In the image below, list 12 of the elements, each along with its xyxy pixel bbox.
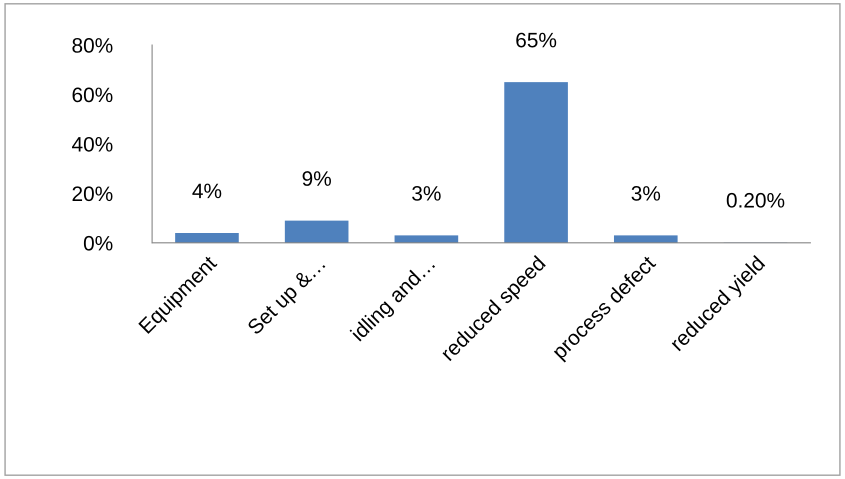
y-tick-label: 80% — [72, 38, 112, 53]
x-tick-label: Set up &… — [246, 256, 328, 338]
data-label: 4% — [192, 184, 222, 198]
data-label: 65% — [516, 32, 556, 48]
data-label: 9% — [302, 171, 331, 186]
y-tick-label: 0% — [84, 236, 112, 251]
data-label: 3% — [632, 186, 660, 201]
y-tick-label: 60% — [72, 87, 112, 102]
data-label: 0.20% — [726, 192, 784, 208]
y-tick-label: 20% — [72, 186, 112, 202]
y-tick-label: 40% — [72, 136, 112, 152]
data-label: 3% — [412, 186, 441, 201]
